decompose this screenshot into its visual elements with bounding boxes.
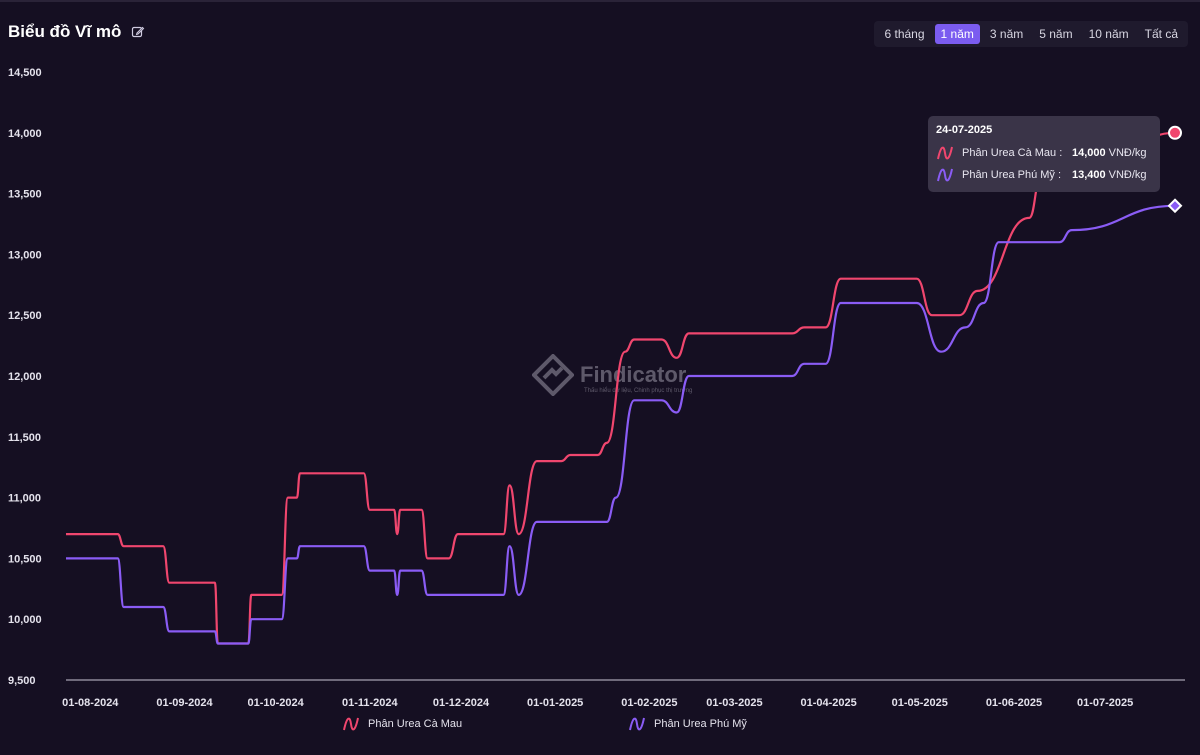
y-tick-label: 9,500 [8, 675, 36, 687]
x-tick-label: 01-07-2025 [1077, 697, 1133, 709]
tooltip-series-name: Phân Urea Cà Mau : [962, 147, 1063, 159]
y-tick-label: 11,500 [8, 432, 41, 444]
tooltip-series-name: Phân Urea Phú Mỹ : [962, 169, 1062, 181]
x-tick-label: 01-12-2024 [433, 697, 490, 709]
chart-legend: Phân Urea Cà Mau Phân Urea Phú Mỹ [0, 716, 1200, 738]
y-tick-label: 14,000 [8, 128, 42, 140]
y-tick-label: 12,500 [8, 310, 42, 322]
y-tick-label: 10,500 [8, 553, 42, 565]
line-series-icon [343, 717, 359, 731]
range-all-button[interactable]: Tất cả [1144, 27, 1178, 41]
y-tick-label: 12,000 [8, 371, 42, 383]
range-6-months-button[interactable]: 6 tháng [884, 27, 925, 41]
range-1-year-button[interactable]: 1 năm [934, 24, 980, 44]
data-point-marker-phu-my[interactable] [1167, 198, 1183, 214]
legend-label: Phân Urea Cà Mau [368, 718, 463, 730]
x-tick-label: 01-03-2025 [706, 697, 762, 709]
findicator-logo-icon [532, 354, 574, 396]
chart-title: Biểu đồ Vĩ mô [8, 22, 122, 41]
x-tick-label: 01-10-2024 [248, 697, 305, 709]
watermark-name: Findicator [580, 362, 687, 387]
tooltip-series-unit: VNĐ/kg [1108, 169, 1147, 181]
range-10-years-button[interactable]: 10 năm [1088, 27, 1129, 41]
x-tick-label: 01-06-2025 [986, 697, 1042, 709]
x-tick-label: 01-05-2025 [892, 697, 948, 709]
x-tick-label: 01-01-2025 [527, 697, 583, 709]
range-5-years-button[interactable]: 5 năm [1039, 27, 1073, 41]
x-tick-label: 01-11-2024 [342, 697, 399, 709]
range-3-years-button[interactable]: 3 năm [989, 27, 1024, 41]
tooltip-date: 24-07-2025 [936, 124, 993, 136]
x-tick-label: 01-04-2025 [800, 697, 856, 709]
tooltip-row-ca-mau: Phân Urea Cà Mau : 14,000 VNĐ/kg [936, 142, 1152, 164]
legend-item-phu-my[interactable]: Phân Urea Phú Mỹ [628, 716, 747, 732]
time-range-selector: 6 tháng 1 năm 3 năm 5 năm 10 năm Tất cả [874, 21, 1188, 47]
edit-icon[interactable] [131, 25, 145, 39]
chart-tooltip: 24-07-2025 Phân Urea Cà Mau : 14,000 VNĐ… [928, 116, 1160, 192]
line-series-icon [937, 146, 953, 160]
chart-header: Biểu đồ Vĩ mô [8, 22, 145, 42]
series-line-ca-mau [66, 131, 1176, 645]
legend-label: Phân Urea Phú Mỹ [654, 718, 747, 730]
y-tick-label: 10,000 [8, 614, 42, 626]
line-series-icon [629, 717, 645, 731]
x-tick-label: 01-08-2024 [62, 697, 119, 709]
watermark-tagline: Thấu hiểu dữ liệu, Chinh phục thị trường [584, 388, 693, 394]
y-tick-label: 13,500 [8, 189, 42, 201]
tooltip-series-unit: VNĐ/kg [1108, 147, 1147, 159]
series-line-phu-my [66, 204, 1176, 645]
findicator-watermark: Findicator Thấu hiểu dữ liệu, Chinh phục… [532, 354, 692, 396]
x-tick-label: 01-02-2025 [621, 697, 677, 709]
y-tick-label: 14,500 [8, 67, 42, 79]
legend-item-ca-mau[interactable]: Phân Urea Cà Mau [342, 716, 462, 732]
y-tick-label: 11,000 [8, 493, 41, 505]
data-point-marker-ca-mau[interactable] [1168, 125, 1182, 140]
tooltip-series-value: 13,400 [1072, 169, 1106, 181]
x-tick-label: 01-09-2024 [156, 697, 213, 709]
line-series-icon [937, 168, 953, 182]
y-tick-label: 13,000 [8, 249, 42, 261]
tooltip-series-value: 14,000 [1072, 147, 1106, 159]
tooltip-row-phu-my: Phân Urea Phú Mỹ : 13,400 VNĐ/kg [936, 164, 1152, 186]
